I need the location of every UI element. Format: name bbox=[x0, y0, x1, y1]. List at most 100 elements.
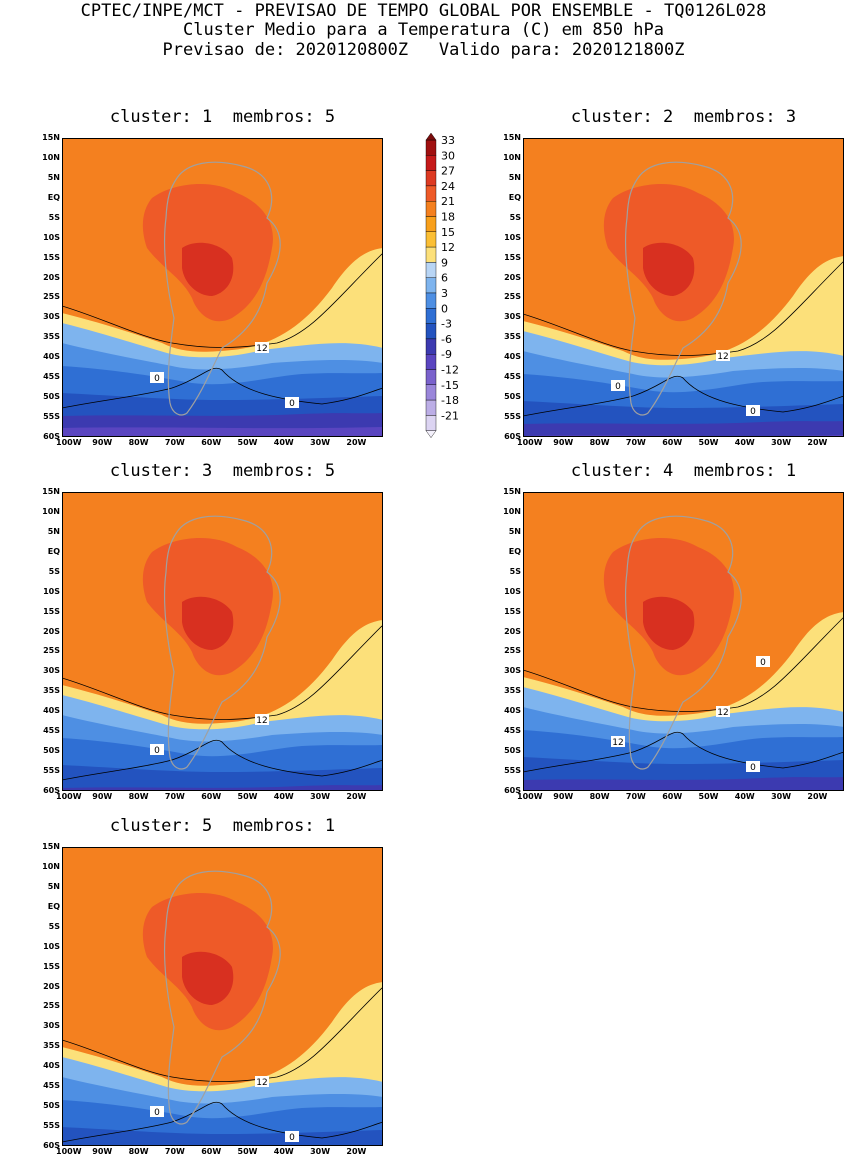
contour-label: 12 bbox=[716, 350, 730, 362]
lon-tick-label: 30W bbox=[771, 792, 792, 801]
contour-label: 0 bbox=[285, 397, 299, 409]
lat-tick-label: 40S bbox=[43, 352, 60, 362]
lat-tick-label: 10S bbox=[504, 586, 521, 596]
lat-tick-label: 15N bbox=[42, 842, 60, 851]
lon-tick-label: 70W bbox=[625, 792, 646, 801]
lon-tick-label: 80W bbox=[589, 438, 610, 447]
lat-tick-label: 20S bbox=[43, 981, 60, 991]
lon-tick-label: 50W bbox=[237, 1147, 258, 1156]
svg-text:12: 12 bbox=[717, 352, 728, 362]
lon-tick-label: 50W bbox=[698, 792, 719, 801]
lat-tick-label: 25S bbox=[43, 1001, 60, 1011]
lat-tick-label: 10S bbox=[43, 232, 60, 242]
continent-outline bbox=[624, 161, 742, 416]
svg-text:0: 0 bbox=[615, 382, 621, 392]
svg-text:0: 0 bbox=[750, 763, 756, 773]
colorbar-swatch bbox=[425, 277, 437, 294]
lat-tick-label: 30S bbox=[504, 666, 521, 676]
svg-text:0: 0 bbox=[750, 407, 756, 417]
colorbar-label: -21 bbox=[441, 409, 459, 422]
colorbar-swatch bbox=[425, 415, 437, 431]
contour-label: 0 bbox=[150, 1106, 164, 1118]
svg-text:12: 12 bbox=[717, 708, 728, 718]
lat-tick-label: 5N bbox=[47, 172, 60, 182]
lat-tick-label: EQ bbox=[508, 192, 521, 202]
contour-label: 0 bbox=[756, 656, 770, 668]
lon-tick-label: 20W bbox=[807, 438, 828, 447]
colorbar-label: -18 bbox=[441, 394, 459, 407]
contour-12 bbox=[62, 252, 383, 348]
contour-label: 12 bbox=[716, 706, 730, 718]
temperature-band bbox=[523, 777, 844, 791]
lat-tick-label: 60S bbox=[43, 1141, 60, 1150]
lat-tick-label: 45S bbox=[504, 372, 521, 382]
colorbar-label: 0 bbox=[441, 302, 448, 315]
colorbar-swatch bbox=[425, 369, 437, 386]
contour-label: 0 bbox=[746, 405, 760, 417]
colorbar-label: -3 bbox=[441, 318, 452, 331]
lon-tick-label: 70W bbox=[164, 438, 185, 447]
lon-tick-label: 40W bbox=[273, 438, 294, 447]
lat-tick-label: 20S bbox=[504, 626, 521, 636]
colorbar-swatch bbox=[425, 323, 437, 340]
lat-tick-label: 50S bbox=[43, 392, 60, 402]
lon-tick-label: 90W bbox=[553, 438, 574, 447]
hot-core bbox=[643, 596, 695, 650]
southern-bands: 12 0 bbox=[62, 620, 383, 791]
header-line-2: Cluster Medio para a Temperatura (C) em … bbox=[182, 20, 665, 40]
lat-tick-label: EQ bbox=[47, 546, 60, 556]
lat-tick-label: 55S bbox=[504, 766, 521, 776]
contour-label: 0 bbox=[746, 761, 760, 773]
lon-tick-label: 20W bbox=[346, 1147, 367, 1156]
lat-tick-label: 50S bbox=[43, 746, 60, 756]
lat-tick-label: 55S bbox=[43, 412, 60, 422]
lon-tick-label: 100W bbox=[517, 792, 543, 801]
lon-tick-label: 40W bbox=[734, 438, 755, 447]
lat-tick-label: 30S bbox=[504, 312, 521, 322]
lat-tick-label: 15S bbox=[504, 606, 521, 616]
temperature-map: 12 12 0 0 bbox=[523, 492, 844, 791]
lon-tick-label: 60W bbox=[662, 438, 683, 447]
hot-core bbox=[182, 596, 234, 650]
colorbar-label: -12 bbox=[441, 364, 459, 377]
lat-tick-label: 15S bbox=[43, 961, 60, 971]
lon-tick-label: 50W bbox=[237, 438, 258, 447]
colorbar-label: 9 bbox=[441, 256, 448, 269]
svg-text:0: 0 bbox=[760, 658, 766, 668]
lon-tick-label: 80W bbox=[589, 792, 610, 801]
lon-tick-label: 100W bbox=[56, 792, 82, 801]
svg-text:0: 0 bbox=[154, 374, 160, 384]
colorbar-swatch bbox=[425, 200, 437, 217]
colorbar-label: 27 bbox=[441, 165, 455, 178]
colorbar-label: 6 bbox=[441, 272, 448, 285]
colorbar-label: 12 bbox=[441, 241, 455, 254]
contour-label: 0 bbox=[150, 372, 164, 384]
lat-tick-label: 50S bbox=[504, 392, 521, 402]
continent-outline bbox=[163, 161, 281, 416]
lat-tick-label: 35S bbox=[504, 686, 521, 696]
lat-tick-label: EQ bbox=[47, 901, 60, 911]
lat-tick-label: 25S bbox=[43, 646, 60, 656]
lat-tick-label: 15S bbox=[504, 252, 521, 262]
lat-tick-label: 15N bbox=[503, 133, 521, 142]
southern-bands: 12 0 0 bbox=[523, 256, 844, 437]
lat-tick-label: 25S bbox=[43, 292, 60, 302]
lat-tick-label: 15N bbox=[42, 133, 60, 142]
lat-tick-label: 5N bbox=[508, 526, 521, 536]
lat-tick-label: 15N bbox=[503, 487, 521, 496]
lat-tick-label: 5S bbox=[48, 921, 60, 931]
lon-tick-label: 60W bbox=[201, 1147, 222, 1156]
temperature-band bbox=[62, 765, 383, 791]
colorbar-label: 33 bbox=[441, 134, 455, 147]
lat-tick-label: 20S bbox=[43, 272, 60, 282]
lat-tick-label: 25S bbox=[504, 292, 521, 302]
temperature-band bbox=[62, 1127, 383, 1146]
contour-12 bbox=[62, 624, 383, 720]
lat-tick-label: 60S bbox=[504, 432, 521, 441]
colorbar-swatch bbox=[425, 384, 437, 401]
colorbar-min-arrow bbox=[425, 430, 437, 439]
lon-tick-label: 100W bbox=[517, 438, 543, 447]
lon-tick-label: 80W bbox=[128, 438, 149, 447]
temperature-map: 12 0 0 bbox=[62, 138, 383, 437]
lat-tick-label: 5N bbox=[47, 526, 60, 536]
